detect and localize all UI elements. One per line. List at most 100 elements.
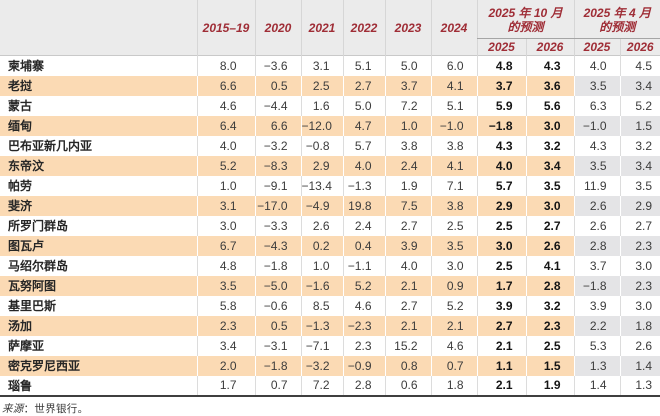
value-cell: 5.7	[342, 135, 385, 156]
value-cell: −1.6	[300, 275, 343, 296]
value-cell: 2.8	[573, 235, 621, 256]
group-title-line2: 的预测	[507, 20, 544, 34]
value-cell: 6.4	[196, 115, 255, 136]
value-cell: 2.0	[196, 355, 255, 376]
value-cell: 1.8	[430, 375, 477, 396]
value-cell: −3.3	[254, 215, 301, 236]
value-cell: 1.8	[619, 315, 660, 336]
value-cell: 4.3	[525, 55, 575, 76]
value-cell: 1.6	[300, 95, 343, 116]
source-note: 来源：世界银行。	[0, 401, 660, 416]
value-cell: 3.0	[619, 255, 660, 276]
value-cell: 5.0	[384, 55, 431, 76]
value-cell: 3.9	[476, 295, 526, 316]
value-cell: 3.2	[619, 135, 660, 156]
value-cell: 5.2	[619, 95, 660, 116]
table-row: 基里巴斯 5.8 −0.6 8.5 4.6 2.7 5.2 3.9 3.2 3.9 3.0	[0, 295, 660, 316]
value-cell: 1.9	[525, 375, 575, 396]
table-row: 萨摩亚 3.4 −3.1 −7.1 2.3 15.2 4.6 2.1 2.5 5.3 2.6	[0, 335, 660, 356]
value-cell: 2.5	[525, 335, 575, 356]
value-cell: −0.6	[254, 295, 301, 316]
value-cell: 0.7	[254, 375, 301, 396]
value-cell: 2.3	[342, 335, 385, 356]
value-cell: 0.4	[342, 235, 385, 256]
value-cell: 1.0	[300, 255, 343, 276]
value-cell: −3.1	[254, 335, 301, 356]
table-row: 老挝 6.6 0.5 2.5 2.7 3.7 4.1 3.7 3.6 3.5 3.4	[0, 75, 660, 96]
economy-column-header	[0, 0, 197, 56]
value-cell: −1.8	[573, 275, 621, 296]
col-header-2020: 2020	[254, 0, 301, 56]
economy-name: 密克罗尼西亚	[0, 355, 197, 376]
value-cell: 8.5	[300, 295, 343, 316]
value-cell: 0.6	[384, 375, 431, 396]
value-cell: −3.2	[300, 355, 343, 376]
value-cell: 3.8	[430, 135, 477, 156]
value-cell: 7.1	[430, 175, 477, 196]
value-cell: −4.9	[300, 195, 343, 216]
value-cell: 3.4	[525, 155, 575, 176]
value-cell: 3.5	[619, 175, 660, 196]
economy-name: 基里巴斯	[0, 295, 197, 316]
value-cell: 3.7	[476, 75, 526, 96]
value-cell: −1.0	[573, 115, 621, 136]
value-cell: 3.7	[384, 75, 431, 96]
value-cell: 2.5	[430, 215, 477, 236]
value-cell: 1.5	[525, 355, 575, 376]
value-cell: −8.3	[254, 155, 301, 176]
value-cell: 5.0	[342, 95, 385, 116]
value-cell: 3.5	[525, 175, 575, 196]
value-cell: 2.6	[573, 215, 621, 236]
value-cell: 3.8	[430, 195, 477, 216]
value-cell: 3.5	[196, 275, 255, 296]
value-cell: 1.0	[196, 175, 255, 196]
value-cell: −1.8	[254, 255, 301, 276]
value-cell: −13.4	[300, 175, 343, 196]
value-cell: 3.5	[430, 235, 477, 256]
value-cell: 5.9	[476, 95, 526, 116]
value-cell: 0.2	[300, 235, 343, 256]
value-cell: 2.5	[476, 255, 526, 276]
value-cell: −2.3	[342, 315, 385, 336]
value-cell: 2.6	[300, 215, 343, 236]
value-cell: 2.4	[384, 155, 431, 176]
value-cell: −7.1	[300, 335, 343, 356]
value-cell: −1.3	[342, 175, 385, 196]
value-cell: 11.9	[573, 175, 621, 196]
economy-name: 马绍尔群岛	[0, 255, 197, 276]
economy-name: 瑙鲁	[0, 375, 197, 396]
value-cell: 3.9	[384, 235, 431, 256]
value-cell: 4.1	[525, 255, 575, 276]
value-cell: 3.0	[430, 255, 477, 276]
value-cell: 2.7	[384, 215, 431, 236]
value-cell: 5.1	[430, 95, 477, 116]
economy-name: 柬埔寨	[0, 55, 197, 76]
value-cell: 3.2	[525, 295, 575, 316]
value-cell: 0.7	[430, 355, 477, 376]
subheader-oct-2025: 2025	[476, 38, 526, 56]
group-header-apr-2025-forecast: 2025 年 4 月 的预测	[573, 0, 660, 39]
table-body: 柬埔寨 8.0 −3.6 3.1 5.1 5.0 6.0 4.8 4.3 4.0 4.5 老挝 6.6 0…	[0, 55, 660, 396]
value-cell: 2.5	[476, 215, 526, 236]
economy-name: 汤加	[0, 315, 197, 336]
growth-table: 2015–19 2020 2021 2022 2023 2024 2025 年 …	[0, 0, 660, 396]
group-title-line1: 2025 年 4 月	[583, 6, 651, 20]
value-cell: 0.8	[384, 355, 431, 376]
value-cell: 6.7	[196, 235, 255, 256]
value-cell: 2.1	[476, 335, 526, 356]
value-cell: 15.2	[384, 335, 431, 356]
value-cell: 2.1	[384, 275, 431, 296]
value-cell: 2.7	[619, 215, 660, 236]
value-cell: 3.5	[573, 155, 621, 176]
value-cell: 5.3	[573, 335, 621, 356]
value-cell: 1.4	[619, 355, 660, 376]
economy-name: 斐济	[0, 195, 197, 216]
value-cell: 3.1	[300, 55, 343, 76]
value-cell: 3.4	[619, 155, 660, 176]
value-cell: 5.6	[525, 95, 575, 116]
value-cell: 5.2	[196, 155, 255, 176]
source-text: ：世界银行。	[23, 402, 89, 415]
value-cell: 7.2	[300, 375, 343, 396]
value-cell: 1.4	[573, 375, 621, 396]
value-cell: 3.0	[525, 115, 575, 136]
